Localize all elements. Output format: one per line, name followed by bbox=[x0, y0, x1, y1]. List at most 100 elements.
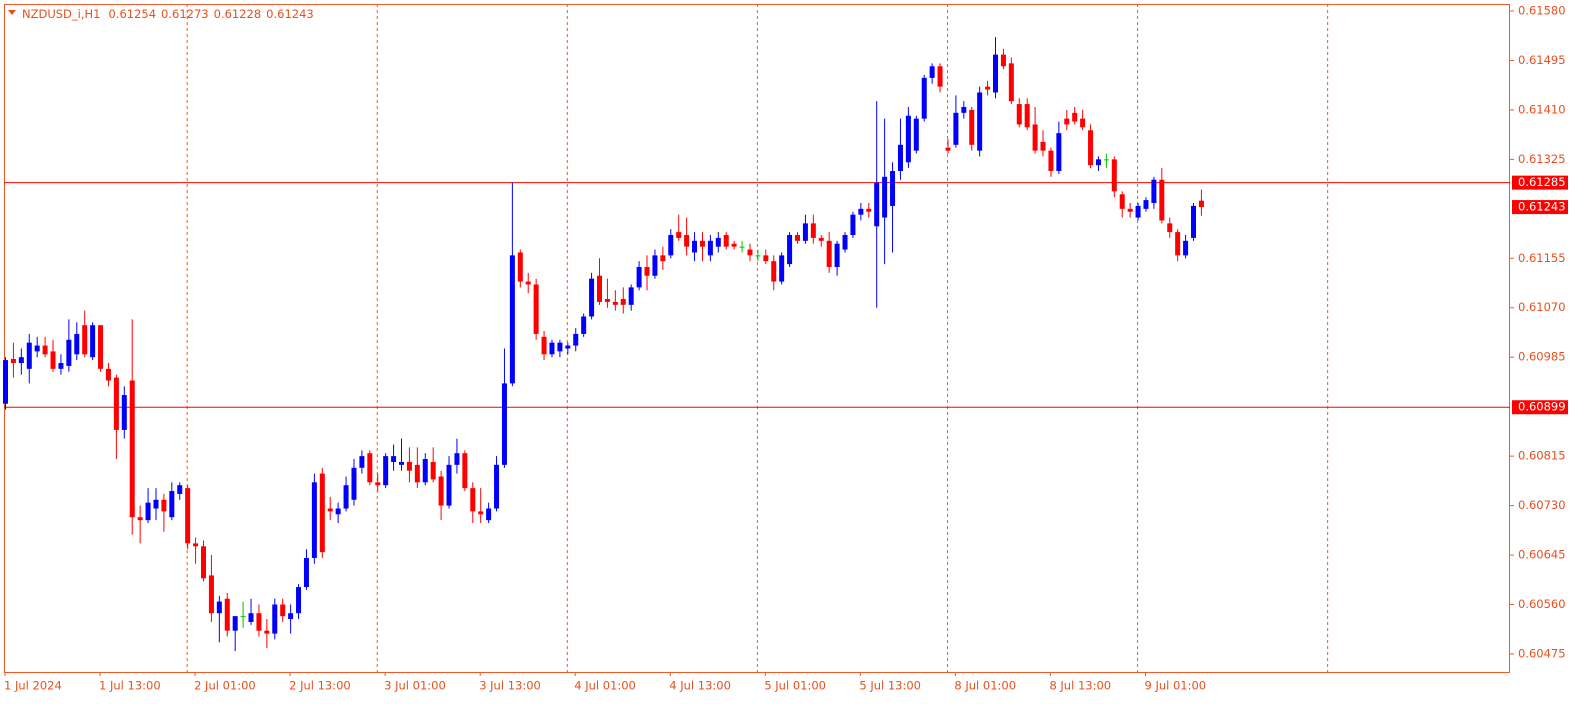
y-tick-label: 0.60730 bbox=[1518, 498, 1566, 512]
candle-body bbox=[280, 604, 286, 617]
axes: 0.61580 0.61495 0.61410 0.61325 0.61155 0.610… bbox=[4, 3, 1568, 693]
candle-body bbox=[18, 357, 24, 364]
x-tick-label: 8 Jul 13:00 bbox=[1049, 679, 1111, 693]
low-value: 0.61228 bbox=[214, 7, 262, 21]
candle-body bbox=[50, 351, 56, 369]
candle-body bbox=[953, 112, 959, 145]
x-tick-label: 9 Jul 01:00 bbox=[1144, 679, 1206, 693]
candle-body bbox=[1119, 194, 1125, 209]
candle-body bbox=[715, 237, 721, 247]
candle-body bbox=[589, 278, 595, 317]
candle-body bbox=[993, 54, 998, 93]
grid bbox=[4, 4, 1510, 672]
candle-body bbox=[494, 464, 500, 509]
candle-body bbox=[1183, 240, 1189, 256]
candle-body bbox=[866, 208, 872, 212]
candle-body bbox=[153, 499, 159, 509]
candle-body bbox=[802, 223, 808, 241]
price-label: 0.60899 bbox=[1518, 400, 1566, 414]
candle-body bbox=[98, 325, 104, 369]
menu-triangle[interactable] bbox=[8, 10, 16, 15]
candle-body bbox=[478, 511, 484, 515]
candle-body bbox=[66, 339, 72, 366]
candle-body bbox=[272, 604, 278, 634]
x-tick-label: 2 Jul 01:00 bbox=[194, 679, 256, 693]
x-tick-label: 5 Jul 13:00 bbox=[859, 679, 921, 693]
y-tick-label: 0.60475 bbox=[1518, 646, 1566, 660]
candle-body bbox=[913, 118, 919, 151]
candle-body bbox=[359, 456, 365, 468]
candle-body bbox=[406, 461, 412, 471]
candle-body bbox=[676, 232, 682, 238]
candle-body bbox=[1040, 141, 1046, 151]
candle-body bbox=[1008, 63, 1014, 102]
candle-body bbox=[303, 557, 309, 588]
candle-body bbox=[422, 459, 428, 483]
candle-body bbox=[296, 587, 302, 614]
candle-body bbox=[240, 616, 246, 618]
candle-body bbox=[1198, 200, 1204, 208]
candle-body bbox=[121, 395, 127, 430]
candle-body bbox=[462, 453, 468, 489]
candle-body bbox=[1143, 200, 1149, 209]
candle-body bbox=[636, 267, 642, 288]
candle-body bbox=[3, 360, 8, 404]
candle-body bbox=[1056, 133, 1062, 171]
candle-body bbox=[145, 502, 151, 521]
candle-body bbox=[755, 255, 761, 257]
candle-body bbox=[383, 456, 389, 486]
candle-body bbox=[541, 336, 547, 355]
candle-body bbox=[208, 575, 214, 614]
candle-body bbox=[1151, 179, 1157, 204]
candle-body bbox=[256, 613, 262, 631]
y-tick-label: 0.60645 bbox=[1518, 548, 1566, 562]
candle-body bbox=[858, 208, 864, 215]
candle-body bbox=[660, 255, 666, 262]
candle-body bbox=[628, 287, 634, 305]
candle-body bbox=[969, 109, 975, 145]
candle-body bbox=[1159, 179, 1165, 221]
x-tick-label: 2 Jul 13:00 bbox=[289, 679, 351, 693]
y-tick-label: 0.61155 bbox=[1518, 251, 1566, 265]
candle-body bbox=[177, 485, 183, 494]
candle-body bbox=[1024, 104, 1030, 128]
candle-body bbox=[604, 299, 610, 302]
candle-body bbox=[834, 243, 840, 268]
candle-body bbox=[1016, 104, 1022, 125]
candle-body bbox=[961, 106, 967, 113]
candle-body bbox=[1175, 232, 1181, 256]
x-tick-label: 4 Jul 01:00 bbox=[574, 679, 636, 693]
candle-body bbox=[525, 281, 531, 285]
candle-body bbox=[929, 66, 935, 78]
candle-body bbox=[897, 144, 903, 171]
candle-body bbox=[731, 243, 737, 247]
candle-body bbox=[977, 92, 983, 151]
candle-body bbox=[438, 476, 444, 506]
candle-body bbox=[1080, 118, 1086, 128]
candle-body bbox=[692, 240, 698, 253]
close-value: 0.61243 bbox=[266, 7, 314, 21]
candle-body bbox=[216, 601, 222, 614]
y-tick-label: 0.61580 bbox=[1518, 3, 1566, 17]
candle-body bbox=[193, 543, 199, 547]
price-label-box bbox=[1512, 175, 1568, 190]
price-label: 0.61285 bbox=[1518, 175, 1566, 189]
candle-body bbox=[557, 342, 563, 352]
chart-title: NZDUSD_i,H1 0.61254 0.61273 0.61228 0.61243 bbox=[22, 7, 314, 21]
candle-body bbox=[684, 235, 690, 247]
candle-body bbox=[311, 482, 317, 558]
candle-body bbox=[795, 235, 800, 241]
candle-body bbox=[224, 598, 230, 631]
candle-body bbox=[581, 316, 587, 334]
y-tick-label: 0.61325 bbox=[1518, 152, 1566, 166]
x-tick-label: 4 Jul 13:00 bbox=[669, 679, 731, 693]
candle-body bbox=[161, 499, 167, 512]
candle-body bbox=[34, 345, 40, 352]
y-tick-label: 0.61495 bbox=[1518, 53, 1566, 67]
x-tick-label: 5 Jul 01:00 bbox=[764, 679, 826, 693]
candle-body bbox=[652, 255, 658, 276]
candle-body bbox=[565, 345, 571, 349]
candle-body bbox=[810, 223, 816, 238]
